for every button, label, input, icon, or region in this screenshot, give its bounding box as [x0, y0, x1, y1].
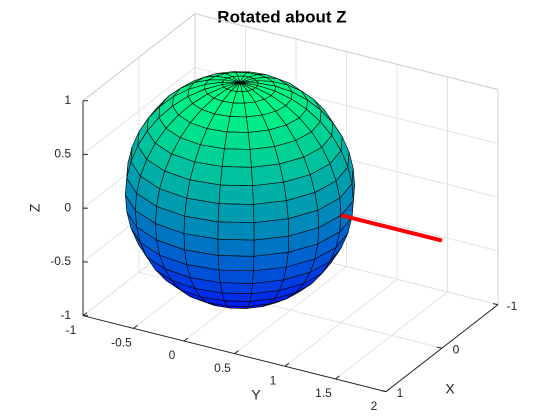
x-tick	[380, 390, 387, 393]
y-tick	[335, 375, 340, 380]
y-tick-label: -0.5	[111, 336, 132, 350]
y-tick	[183, 337, 189, 342]
sphere-facet	[217, 238, 255, 257]
y-axis-label: Y	[251, 387, 261, 403]
sphere-facet	[229, 102, 247, 118]
sphere-facet	[221, 148, 252, 168]
y-tick	[385, 388, 391, 393]
y-tick-label: 1	[270, 373, 277, 387]
sphere-facet	[224, 300, 251, 307]
z-tick-label: 0.5	[54, 147, 71, 161]
z-tick-label: 1	[64, 93, 71, 107]
sphere-facet	[220, 166, 253, 187]
y-tick	[234, 350, 239, 355]
sphere-facet	[221, 292, 252, 302]
y-tick-label: 0	[169, 348, 176, 362]
sphere-facet	[217, 203, 255, 223]
y-tick-label: 2	[371, 399, 378, 413]
y-tick	[133, 324, 138, 329]
z-tick-label: 0	[64, 200, 71, 214]
sphere-facet	[249, 146, 280, 168]
sphere-facet	[218, 184, 254, 205]
sphere-facet	[217, 221, 255, 241]
sphere-facet	[224, 131, 251, 150]
line	[340, 213, 443, 243]
y-tick	[82, 312, 88, 317]
y-axis	[82, 315, 387, 393]
x-axis-label: X	[445, 381, 455, 397]
y-tick-label: 0.5	[214, 361, 231, 375]
x-tick	[492, 303, 499, 306]
x-tick-label: -1	[507, 299, 518, 313]
x-tick-label: 1	[397, 386, 404, 400]
sphere-facet	[217, 255, 255, 272]
sphere-facet	[218, 269, 254, 284]
x-tick-label: 0	[453, 342, 460, 356]
sphere-facet	[220, 282, 253, 294]
sphere-facet	[252, 181, 287, 205]
y-tick-label: -1	[66, 323, 77, 337]
x-tick	[436, 346, 443, 349]
y-tick	[284, 362, 290, 367]
z-tick-label: -1	[60, 308, 71, 322]
y-tick-label: 1.5	[315, 386, 332, 400]
box-edge	[82, 13, 196, 102]
z-tick-label: -0.5	[50, 254, 71, 268]
sphere-facet	[226, 116, 249, 133]
box-edge	[194, 13, 499, 91]
z-axis-label: Z	[27, 203, 43, 212]
chart-title: Rotated about Z	[217, 7, 346, 26]
